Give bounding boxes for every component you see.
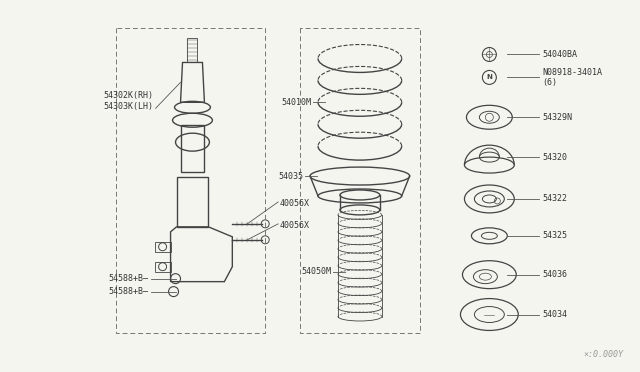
Text: ×:0.000Y: ×:0.000Y bbox=[584, 350, 624, 359]
Text: 54035: 54035 bbox=[278, 171, 303, 180]
Text: 54010M: 54010M bbox=[281, 98, 311, 107]
Text: 54034: 54034 bbox=[542, 310, 567, 319]
Text: 40056X: 40056X bbox=[279, 199, 309, 208]
Text: N08918-3401A
(6): N08918-3401A (6) bbox=[542, 68, 602, 87]
Text: 54302K(RH)
54303K(LH): 54302K(RH) 54303K(LH) bbox=[104, 91, 154, 111]
Text: 54036: 54036 bbox=[542, 270, 567, 279]
Text: 54588+B–: 54588+B– bbox=[109, 274, 148, 283]
Text: 54588+B–: 54588+B– bbox=[109, 287, 148, 296]
Text: 54325: 54325 bbox=[542, 231, 567, 240]
Text: 54322: 54322 bbox=[542, 195, 567, 203]
Text: 54320: 54320 bbox=[542, 153, 567, 161]
Text: 40056X: 40056X bbox=[279, 221, 309, 230]
Text: 54329N: 54329N bbox=[542, 113, 572, 122]
Text: 54040BA: 54040BA bbox=[542, 50, 577, 59]
Text: N: N bbox=[486, 74, 492, 80]
Text: 54050M: 54050M bbox=[301, 267, 331, 276]
